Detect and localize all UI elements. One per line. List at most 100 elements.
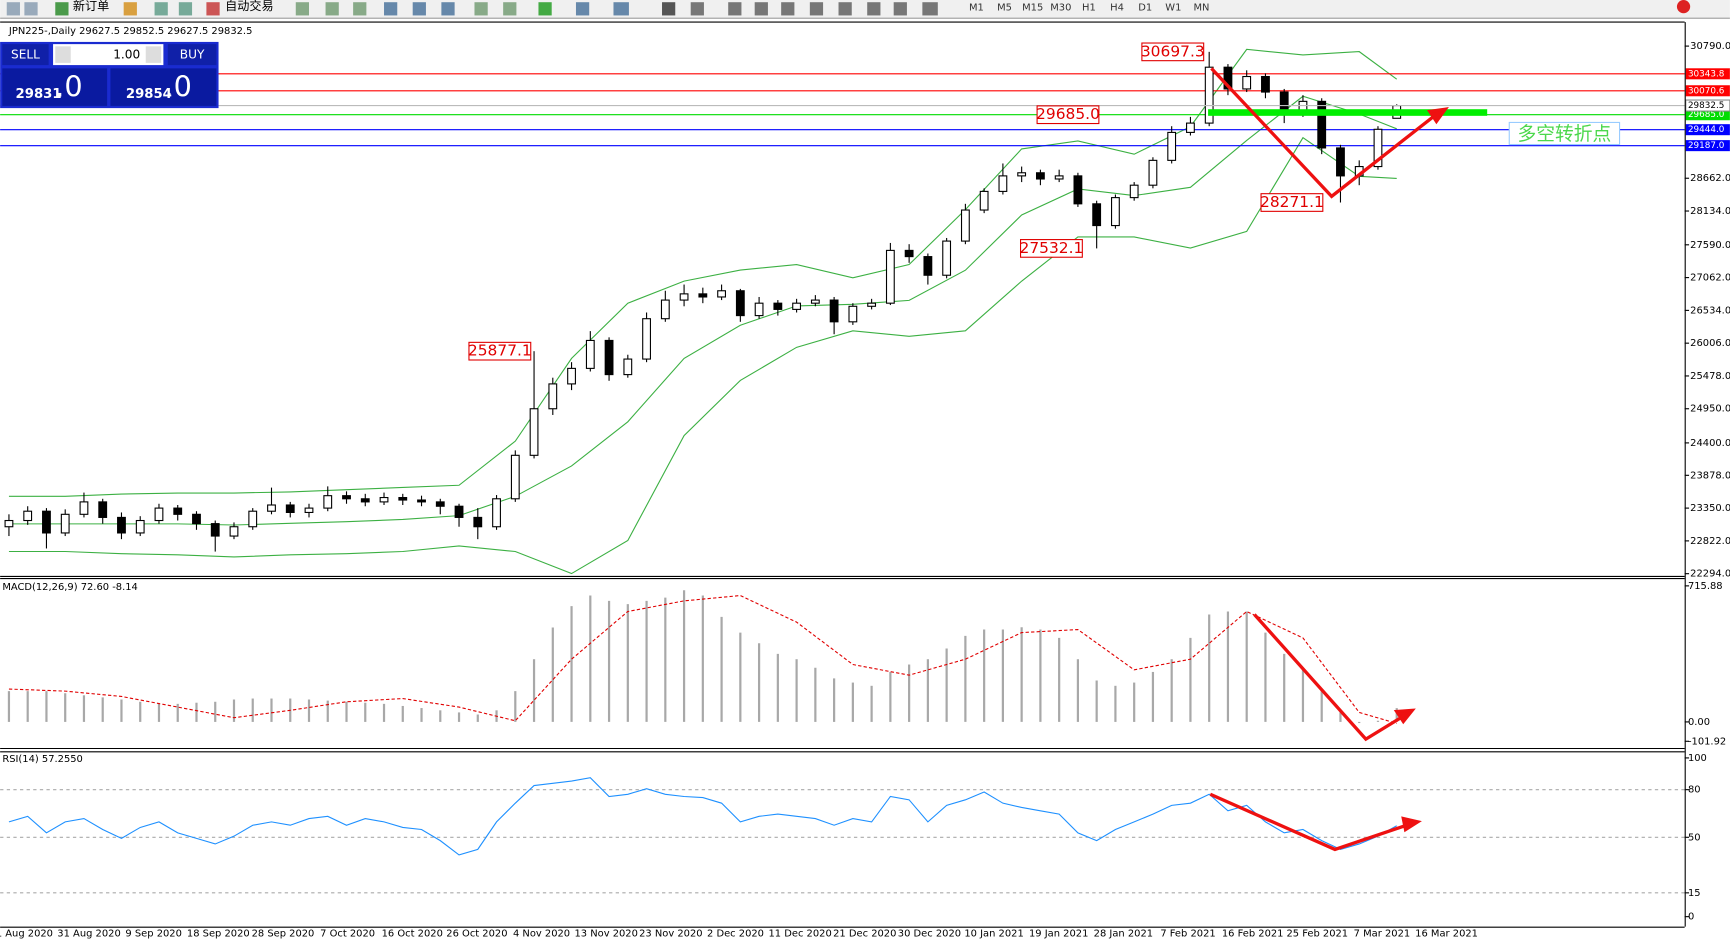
icon[interactable] — [24, 2, 38, 16]
new-order[interactable]: 新订单 — [73, 0, 109, 13]
icon[interactable] — [613, 2, 629, 16]
icon[interactable] — [384, 2, 398, 16]
support-zone[interactable] — [1208, 109, 1488, 116]
candle-body — [848, 305, 858, 323]
icon[interactable] — [893, 2, 907, 16]
sell-price-box[interactable] — [2, 68, 108, 106]
auto-trading[interactable]: 自动交易 — [225, 0, 274, 13]
annotation-box — [1260, 193, 1324, 212]
candle-body — [1148, 159, 1158, 186]
candle-body — [342, 495, 351, 500]
annotation-box — [1019, 239, 1083, 258]
candle-body — [1373, 128, 1383, 168]
y-tick-label: 80 — [1688, 785, 1701, 796]
candle-body — [642, 318, 651, 360]
macd-title: MACD(12,26,9) 72.60 -8.14 — [2, 582, 138, 593]
icon[interactable] — [441, 2, 455, 16]
candle-body — [323, 495, 333, 509]
x-tick-label: 16 Feb 2021 — [1222, 928, 1284, 939]
candle-body — [42, 510, 51, 534]
candle-body — [135, 519, 145, 534]
buy-button[interactable] — [167, 44, 217, 66]
candle-body — [829, 299, 839, 323]
timeframe[interactable]: M5 — [997, 3, 1012, 14]
buy-price-box[interactable] — [110, 68, 217, 106]
candle-body — [923, 256, 933, 276]
y-tick-label: 27062.0 — [1690, 273, 1730, 284]
timeframe[interactable]: MN — [1193, 3, 1209, 14]
candle-body — [154, 507, 164, 522]
candle-body — [810, 299, 820, 304]
candle-body — [398, 496, 408, 501]
icon[interactable] — [123, 2, 137, 16]
timeframe[interactable]: M30 — [1050, 3, 1071, 14]
lot-down[interactable] — [55, 46, 71, 63]
icon[interactable] — [922, 2, 938, 16]
lot-up[interactable] — [145, 46, 162, 63]
price-level-tag — [1685, 68, 1730, 80]
timeframe[interactable]: W1 — [1165, 3, 1181, 14]
sell-button[interactable] — [2, 44, 49, 66]
icon[interactable] — [206, 2, 220, 16]
icon[interactable] — [538, 2, 552, 16]
candle-body — [1111, 197, 1120, 227]
candle-body — [1054, 175, 1064, 180]
icon[interactable] — [295, 2, 310, 16]
price-level-label: 29685.0 — [1688, 110, 1725, 120]
icon[interactable] — [754, 2, 768, 16]
x-tick-label: 7 Oct 2020 — [320, 928, 375, 939]
lot-field[interactable] — [53, 44, 164, 66]
candle-body — [1073, 175, 1083, 205]
icon[interactable] — [325, 2, 339, 16]
arrow[interactable] — [1210, 67, 1440, 199]
timeframe[interactable]: D1 — [1138, 3, 1152, 14]
icon[interactable] — [503, 2, 517, 16]
candle-body — [942, 240, 952, 276]
candle-body — [960, 209, 970, 242]
candle-body — [60, 513, 70, 534]
price-level-label: 30343.8 — [1688, 69, 1724, 79]
y-tick-label: 26534.0 — [1690, 305, 1730, 316]
icon[interactable] — [353, 2, 367, 16]
arrow[interactable] — [1209, 792, 1411, 852]
x-axis: 1 Aug 2020 31 Aug 2020 9 Sep 2020 18 Sep 20… — [0, 928, 1478, 939]
candle-body — [717, 290, 727, 298]
candle-body — [473, 516, 483, 528]
timeframe[interactable]: M1 — [969, 3, 984, 14]
icon[interactable] — [55, 2, 69, 16]
icon[interactable] — [690, 2, 704, 16]
sell-label: SELL — [11, 48, 40, 62]
candle-body — [904, 249, 914, 258]
candle-body — [267, 504, 276, 512]
icon[interactable] — [781, 2, 795, 16]
trend-arrows[interactable] — [1209, 67, 1449, 852]
x-tick-label: 9 Sep 2020 — [125, 928, 181, 939]
timeframe[interactable]: H1 — [1082, 3, 1096, 14]
icon[interactable] — [575, 2, 590, 16]
icon[interactable] — [809, 2, 824, 16]
y-tick-label: -101.92 — [1688, 736, 1726, 747]
icon[interactable] — [838, 2, 852, 16]
arrow[interactable] — [1253, 613, 1407, 742]
price-level-label: 30070.6 — [1688, 86, 1725, 96]
alert-icon[interactable] — [1676, 0, 1691, 14]
icon[interactable] — [154, 2, 168, 16]
icon[interactable] — [728, 2, 742, 16]
timeframe[interactable]: M15 — [1022, 3, 1043, 14]
timeframe[interactable]: H4 — [1110, 3, 1124, 14]
note-box[interactable]: 多空转折点 — [1508, 121, 1621, 145]
icon[interactable] — [867, 2, 881, 16]
candle-body — [604, 339, 614, 376]
icon[interactable] — [178, 2, 193, 16]
annotation-box — [468, 341, 532, 361]
candle-body — [773, 302, 783, 310]
candle-body — [998, 175, 1008, 192]
x-tick-label: 25 Feb 2021 — [1286, 928, 1348, 939]
icon[interactable] — [6, 2, 20, 16]
x-tick-label: 26 Oct 2020 — [446, 928, 507, 939]
icon[interactable] — [412, 2, 426, 16]
icon[interactable] — [662, 2, 676, 16]
toolbar-bg — [0, 0, 1730, 18]
icon[interactable] — [474, 2, 488, 16]
x-tick-label: 10 Jan 2021 — [964, 928, 1023, 939]
